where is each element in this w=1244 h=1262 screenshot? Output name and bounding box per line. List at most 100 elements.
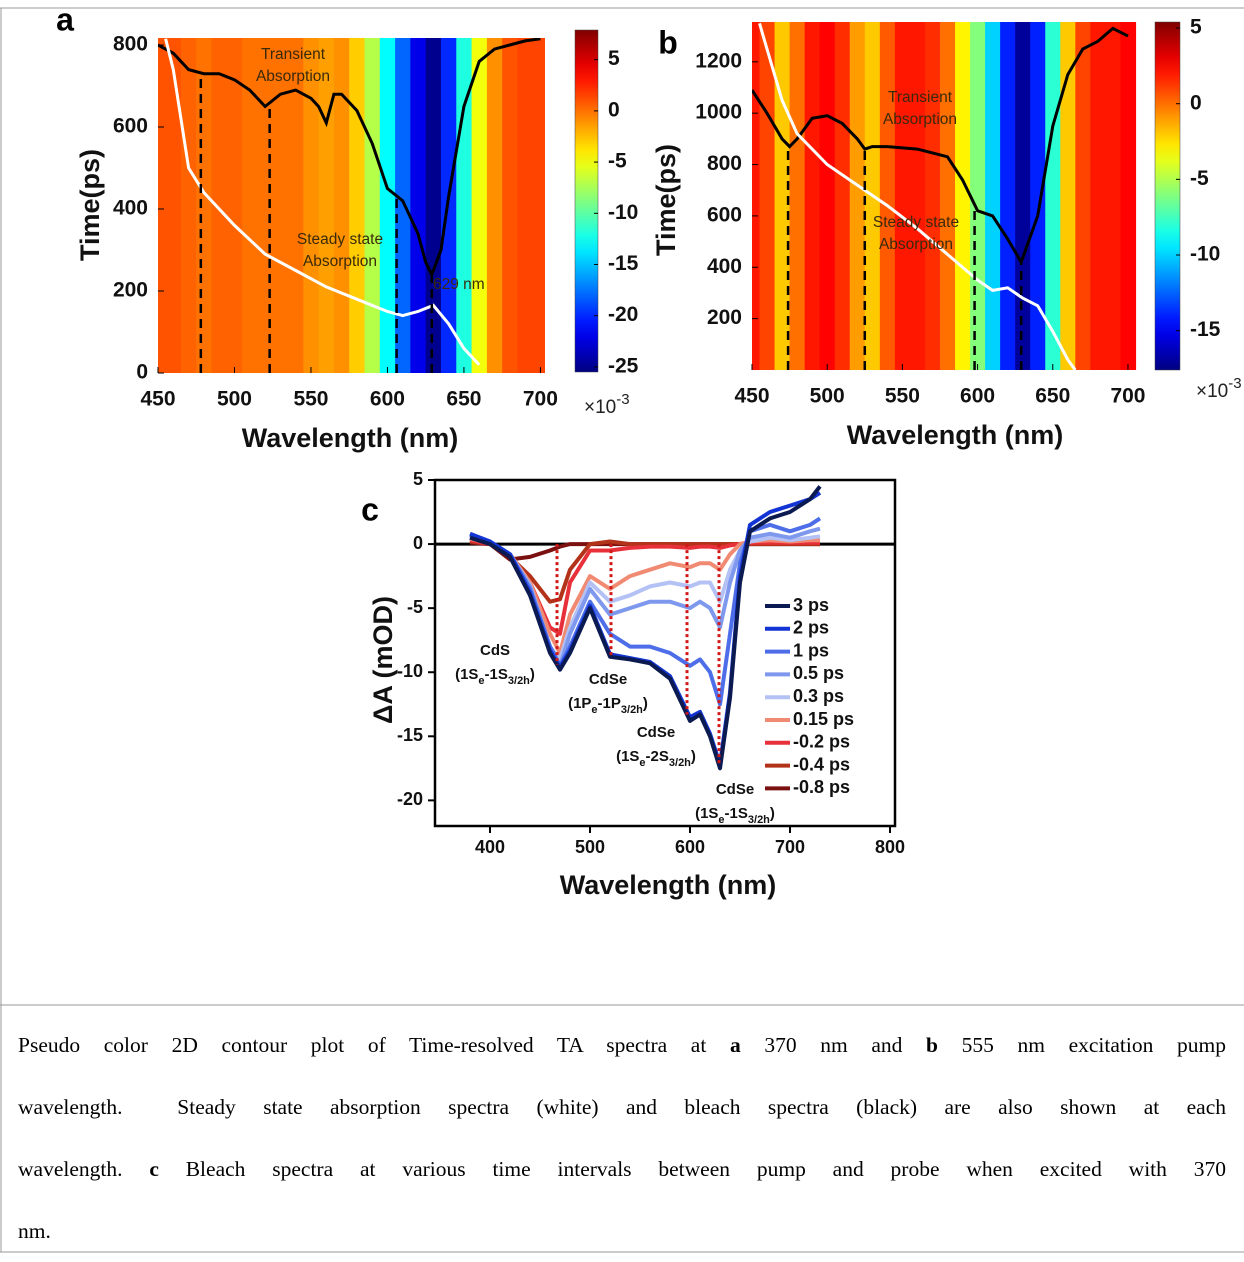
colorbar-exponent: ×10-3 bbox=[1196, 375, 1242, 402]
colorbar bbox=[1154, 21, 1181, 371]
x-tick-label: 550 bbox=[885, 385, 920, 408]
annotation: (1Pe-1P3/2h) bbox=[568, 695, 648, 716]
y-axis-label: Time(ps) bbox=[75, 149, 105, 261]
legend-label: -0.2 ps bbox=[793, 732, 850, 752]
caption-text: 370 nm and bbox=[740, 1033, 926, 1057]
heat-cell bbox=[410, 38, 427, 373]
annotation: Steady state bbox=[873, 214, 959, 231]
y-tick-label: 1200 bbox=[695, 49, 742, 72]
heat-cell bbox=[1090, 22, 1107, 370]
series-line bbox=[469, 534, 821, 662]
caption-text: a bbox=[729, 1033, 741, 1057]
annotation-part: e bbox=[591, 704, 597, 716]
annotation-part: (1S bbox=[695, 805, 718, 822]
annotation: CdSe bbox=[637, 724, 675, 741]
exponent-base: ×10 bbox=[1196, 381, 1228, 402]
annotation-part: ) bbox=[643, 695, 648, 712]
caption-line: wavelength. Steady state absorption spec… bbox=[18, 1076, 1226, 1138]
x-tick-label: 700 bbox=[775, 837, 805, 857]
x-tick-label: 500 bbox=[810, 385, 845, 408]
heat-cell bbox=[180, 38, 197, 373]
overlay-curve bbox=[758, 22, 1077, 370]
y-tick-label: -15 bbox=[397, 725, 423, 745]
heat-cell bbox=[486, 38, 503, 373]
heat-cell bbox=[834, 22, 851, 370]
heat-cell bbox=[364, 38, 381, 373]
heat-cell bbox=[909, 22, 926, 370]
x-tick-label: 800 bbox=[875, 837, 905, 857]
heat-cell bbox=[532, 38, 545, 373]
annotation-part: ) bbox=[530, 666, 535, 683]
heat-cell bbox=[879, 22, 896, 370]
heat-cell bbox=[349, 38, 366, 373]
annotation-part: e bbox=[718, 814, 724, 826]
colorbar-tick-label: 0 bbox=[608, 98, 620, 121]
x-tick-label: 600 bbox=[370, 388, 405, 411]
x-tick-label: 550 bbox=[293, 388, 328, 411]
heat-cell bbox=[924, 22, 941, 370]
heat-cell bbox=[517, 38, 534, 373]
annotation: 629 nm bbox=[433, 276, 485, 293]
x-tick-label: 500 bbox=[217, 388, 252, 411]
heat-cell bbox=[211, 38, 228, 373]
annotation-part: -1S bbox=[485, 666, 508, 683]
y-tick-label: 200 bbox=[707, 306, 742, 329]
exponent-power: -3 bbox=[616, 391, 629, 408]
heat-cell bbox=[440, 38, 457, 373]
caption-line: nm. bbox=[18, 1200, 1226, 1262]
heat-cell bbox=[1015, 22, 1031, 370]
colorbar-exponent: ×10-3 bbox=[584, 391, 630, 418]
heat-cell bbox=[939, 22, 956, 370]
annotation: (1Se-1S3/2h) bbox=[455, 666, 535, 687]
overlay-curve bbox=[164, 38, 481, 366]
x-tick-label: 650 bbox=[446, 388, 481, 411]
annotation: Transient bbox=[888, 89, 953, 106]
legend-label: -0.8 ps bbox=[793, 777, 850, 797]
series-line bbox=[469, 485, 822, 771]
colorbar-tick-label: -15 bbox=[608, 252, 639, 275]
heat-cell bbox=[752, 22, 761, 370]
x-tick-label: 500 bbox=[575, 837, 605, 857]
y-tick-label: 600 bbox=[113, 115, 148, 138]
annotation-part: CdSe bbox=[716, 781, 754, 798]
heat-cell bbox=[471, 38, 488, 373]
heat-cell bbox=[502, 38, 519, 373]
annotation: CdS bbox=[480, 642, 510, 659]
heat-cell bbox=[1030, 22, 1046, 370]
legend-label: 1 ps bbox=[793, 640, 829, 660]
heat-cell bbox=[985, 22, 1001, 370]
caption-line: wavelength. c Bleach spectra at various … bbox=[18, 1138, 1226, 1200]
heat-cell bbox=[1060, 22, 1076, 370]
y-axis-label: ΔA (mOD) bbox=[368, 596, 398, 724]
x-axis-label: Wavelength (nm) bbox=[560, 870, 777, 900]
x-tick-label: 450 bbox=[140, 388, 175, 411]
panel-letter: b bbox=[658, 24, 678, 60]
x-tick-label: 650 bbox=[1035, 385, 1070, 408]
caption-text: wavelength. Steady state absorption spec… bbox=[18, 1095, 1226, 1119]
colorbar-tick-label: 5 bbox=[1190, 16, 1202, 39]
annotation-part: -1P bbox=[598, 695, 621, 712]
heat-cell bbox=[819, 22, 836, 370]
legend-label: -0.4 ps bbox=[793, 754, 850, 774]
annotation-part: e bbox=[478, 675, 484, 687]
heat-cell bbox=[970, 22, 986, 370]
heat-cell bbox=[288, 38, 304, 373]
colorbar-tick-label: -10 bbox=[1190, 243, 1220, 266]
annotation-part: 3/2h bbox=[669, 757, 691, 769]
heatmap bbox=[752, 22, 1137, 370]
legend-label: 0.3 ps bbox=[793, 686, 844, 706]
caption-text: c bbox=[149, 1157, 159, 1181]
heat-cell bbox=[196, 38, 213, 373]
legend-label: 3 ps bbox=[793, 595, 829, 615]
y-tick-label: 200 bbox=[113, 279, 148, 302]
annotation-part: ) bbox=[691, 748, 696, 765]
annotation: Absorption bbox=[303, 253, 377, 270]
colorbar-tick-label: -5 bbox=[1190, 167, 1209, 190]
caption-text: 555 nm excitation pump bbox=[937, 1033, 1226, 1057]
panel-letter: c bbox=[361, 491, 379, 527]
heat-cell bbox=[379, 38, 396, 373]
heat-cell bbox=[333, 38, 350, 373]
heat-cell bbox=[303, 38, 320, 373]
annotation: Steady state bbox=[297, 231, 383, 248]
